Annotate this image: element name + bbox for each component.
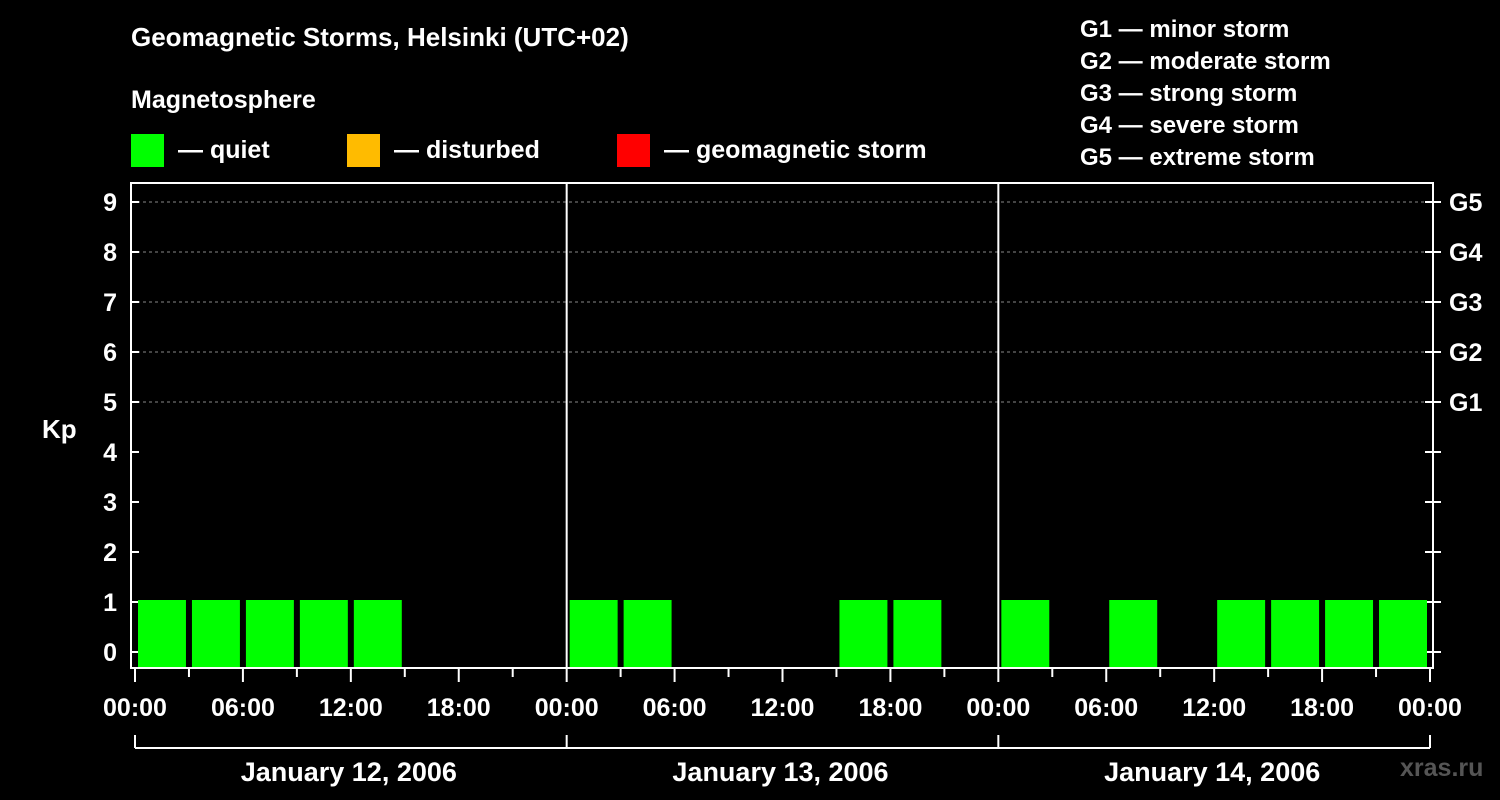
kp-bar <box>893 600 942 667</box>
x-tick-label: 00:00 <box>535 694 599 722</box>
x-tick-label: 06:00 <box>211 694 275 722</box>
kp-bar <box>245 600 294 667</box>
x-tick-label: 12:00 <box>1182 694 1246 722</box>
y-tick-label: 0 <box>103 639 117 667</box>
storm-level-label-g5: G5 <box>1449 189 1482 217</box>
storm-level-label-g4: G4 <box>1449 239 1482 267</box>
storm-scale-g2: G2 — moderate storm <box>1080 48 1331 75</box>
legend-item-disturbed: — disturbed <box>347 134 540 167</box>
y-tick-label: 3 <box>103 489 117 517</box>
day-label: January 12, 2006 <box>241 757 457 787</box>
day-label: January 13, 2006 <box>672 757 888 787</box>
day-label: January 14, 2006 <box>1104 757 1320 787</box>
kp-bar <box>1271 600 1320 667</box>
y-tick-label: 9 <box>103 189 117 217</box>
x-tick-label: 12:00 <box>319 694 383 722</box>
legend-label-quiet: — quiet <box>178 136 270 164</box>
kp-bar <box>569 600 618 667</box>
legend-label-storm: — geomagnetic storm <box>664 136 927 164</box>
chart-subtitle: Magnetosphere <box>131 86 316 114</box>
kp-bar <box>353 600 402 667</box>
storm-level-label-g3: G3 <box>1449 289 1482 317</box>
x-tick-label: 18:00 <box>858 694 922 722</box>
chart-title: Geomagnetic Storms, Helsinki (UTC+02) <box>131 22 629 52</box>
y-tick-label: 5 <box>103 389 117 417</box>
kp-bar <box>1325 600 1374 667</box>
kp-bar <box>1109 600 1158 667</box>
legend-item-quiet: — quiet <box>131 134 270 167</box>
legend-swatch-disturbed <box>347 134 380 167</box>
x-tick-label: 00:00 <box>1398 694 1462 722</box>
storm-scale-g5: G5 — extreme storm <box>1080 144 1315 171</box>
y-tick-label: 7 <box>103 289 117 317</box>
x-tick-label: 06:00 <box>1074 694 1138 722</box>
storm-level-label-g1: G1 <box>1449 389 1482 417</box>
legend-item-storm: — geomagnetic storm <box>617 134 927 167</box>
x-tick-label: 00:00 <box>103 694 167 722</box>
y-axis-label: Kp <box>42 414 77 444</box>
storm-scale-g4: G4 — severe storm <box>1080 112 1299 139</box>
y-tick-label: 2 <box>103 539 117 567</box>
y-tick-label: 8 <box>103 239 117 267</box>
kp-bar <box>623 600 672 667</box>
y-tick-label: 4 <box>103 439 117 467</box>
storm-scale-g3: G3 — strong storm <box>1080 80 1298 107</box>
x-tick-label: 18:00 <box>1290 694 1354 722</box>
plot-frame <box>130 182 1434 669</box>
kp-bar <box>1217 600 1266 667</box>
kp-bar <box>839 600 888 667</box>
kp-bar <box>1001 600 1050 667</box>
kp-bar <box>1379 600 1427 667</box>
storm-scale-legend: G1 — minor storm G2 — moderate storm G3 … <box>1080 14 1331 174</box>
kp-bar <box>299 600 348 667</box>
x-tick-label: 06:00 <box>643 694 707 722</box>
x-tick-label: 12:00 <box>751 694 815 722</box>
kp-bar <box>191 600 240 667</box>
storm-level-label-g2: G2 <box>1449 339 1482 367</box>
kp-bar <box>138 600 186 667</box>
legend-label-disturbed: — disturbed <box>394 136 540 164</box>
x-tick-label: 18:00 <box>427 694 491 722</box>
watermark: xras.ru <box>1400 754 1484 782</box>
y-tick-label: 1 <box>103 589 117 617</box>
x-tick-label: 00:00 <box>966 694 1030 722</box>
y-tick-label: 6 <box>103 339 117 367</box>
legend-swatch-storm <box>617 134 650 167</box>
storm-scale-g1: G1 — minor storm <box>1080 16 1290 43</box>
legend-swatch-quiet <box>131 134 164 167</box>
